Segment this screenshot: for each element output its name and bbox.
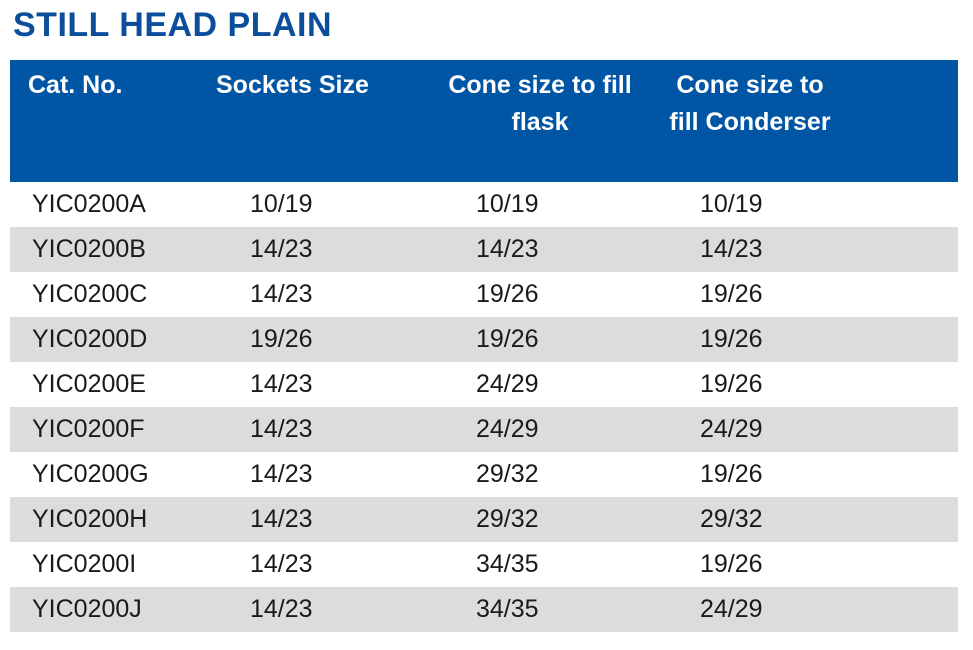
cat-no-cell: YIC0200E xyxy=(32,370,146,398)
cone-condenser-cell: 24/29 xyxy=(700,415,763,443)
socket-size-cell: 14/23 xyxy=(250,415,313,443)
cat-no-cell: YIC0200C xyxy=(32,280,148,308)
cat-no-cell: YIC0200G xyxy=(32,460,149,488)
cone-flask-cell: 24/29 xyxy=(476,370,539,398)
socket-size-cell: 14/23 xyxy=(250,505,313,533)
cat-no-cell: YIC0200F xyxy=(32,415,145,443)
socket-size-cell: 14/23 xyxy=(250,550,313,578)
cat-no-cell: YIC0200H xyxy=(32,505,148,533)
cone-condenser-cell: 14/23 xyxy=(700,235,763,263)
product-table: Cat. No. Sockets Size Cone size to fill … xyxy=(10,60,958,632)
cat-no-cell: YIC0200D xyxy=(32,325,148,353)
cone-flask-cell: 34/35 xyxy=(476,595,539,623)
cone-flask-cell: 19/26 xyxy=(476,325,539,353)
cone-condenser-cell: 19/26 xyxy=(700,280,763,308)
cone-condenser-cell: 10/19 xyxy=(700,190,763,218)
table-row: YIC0200G 14/23 29/32 19/26 xyxy=(10,452,958,497)
cat-no-cell: YIC0200J xyxy=(32,595,142,623)
cat-no-cell: YIC0200B xyxy=(32,235,146,263)
header-cat-no: Cat. No. xyxy=(28,71,123,99)
table-row: YIC0200H 14/23 29/32 29/32 xyxy=(10,497,958,542)
cone-condenser-cell: 19/26 xyxy=(700,460,763,488)
page-title: STILL HEAD PLAIN xyxy=(13,6,333,44)
cone-flask-cell: 34/35 xyxy=(476,550,539,578)
header-cone-flask: Cone size to fill flask xyxy=(448,71,632,136)
socket-size-cell: 10/19 xyxy=(250,190,313,218)
header-cone-condenser: Cone size to fill Conderser xyxy=(669,71,831,136)
table-row: YIC0200C 14/23 19/26 19/26 xyxy=(10,272,958,317)
table-row: YIC0200A 10/19 10/19 10/19 xyxy=(10,182,958,227)
cat-no-cell: YIC0200I xyxy=(32,550,137,578)
table-row: YIC0200J 14/23 34/35 24/29 xyxy=(10,587,958,632)
cat-no-cell: YIC0200A xyxy=(32,190,146,218)
cone-condenser-cell: 19/26 xyxy=(700,550,763,578)
cone-condenser-cell: 19/26 xyxy=(700,325,763,353)
cone-condenser-cell: 19/26 xyxy=(700,370,763,398)
table-row: YIC0200I 14/23 34/35 19/26 xyxy=(10,542,958,587)
table-row: YIC0200E 14/23 24/29 19/26 xyxy=(10,362,958,407)
cone-flask-cell: 29/32 xyxy=(476,505,539,533)
socket-size-cell: 14/23 xyxy=(250,460,313,488)
cone-flask-cell: 24/29 xyxy=(476,415,539,443)
cone-condenser-cell: 29/32 xyxy=(700,505,763,533)
cone-flask-cell: 19/26 xyxy=(476,280,539,308)
socket-size-cell: 14/23 xyxy=(250,235,313,263)
socket-size-cell: 14/23 xyxy=(250,595,313,623)
socket-size-cell: 14/23 xyxy=(250,370,313,398)
table-body: YIC0200A 10/19 10/19 10/19 YIC0200B 14/23 14/2… xyxy=(10,182,958,632)
table-row: YIC0200D 19/26 19/26 19/26 xyxy=(10,317,958,362)
cone-condenser-cell: 24/29 xyxy=(700,595,763,623)
socket-size-cell: 19/26 xyxy=(250,325,313,353)
cone-flask-cell: 29/32 xyxy=(476,460,539,488)
socket-size-cell: 14/23 xyxy=(250,280,313,308)
table-header: Cat. No. Sockets Size Cone size to fill … xyxy=(10,60,958,182)
header-sockets-size: Sockets Size xyxy=(216,71,369,99)
cone-flask-cell: 14/23 xyxy=(476,235,539,263)
table-row: YIC0200F 14/23 24/29 24/29 xyxy=(10,407,958,452)
table-row: YIC0200B 14/23 14/23 14/23 xyxy=(10,227,958,272)
cone-flask-cell: 10/19 xyxy=(476,190,539,218)
